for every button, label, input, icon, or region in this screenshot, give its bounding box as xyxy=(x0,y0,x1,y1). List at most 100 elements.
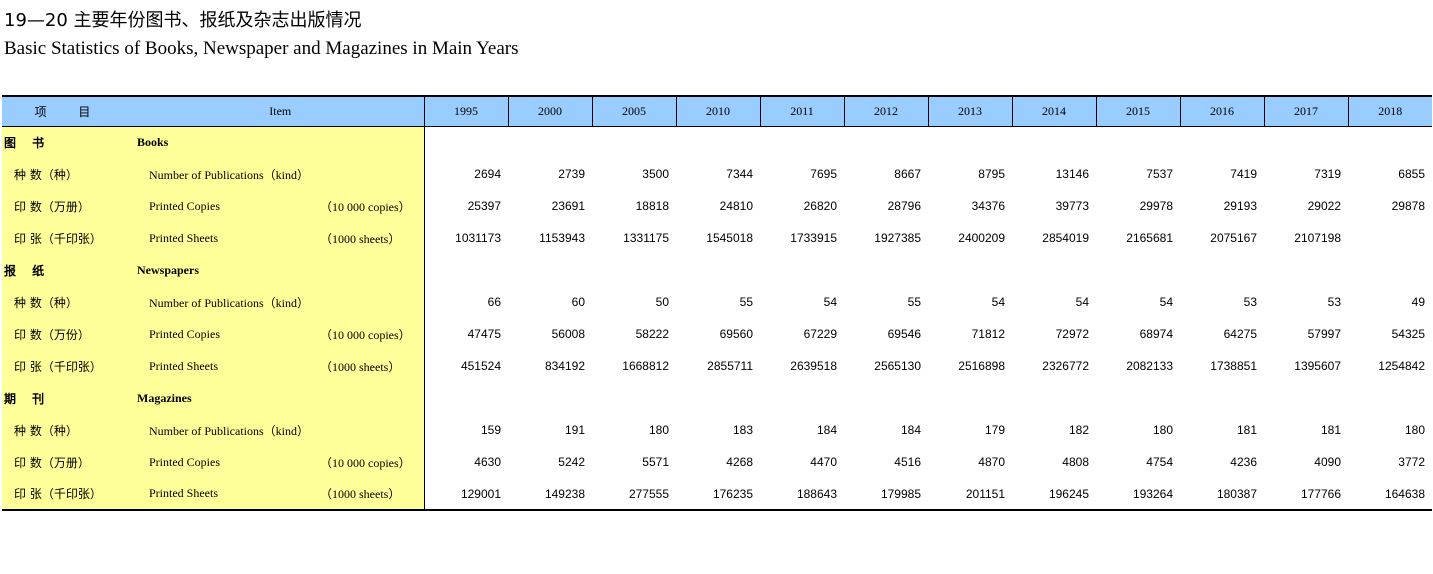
row-unit xyxy=(292,286,425,318)
data-cell: 29193 xyxy=(1223,199,1257,213)
data-cell: 2082133 xyxy=(1126,359,1173,373)
data-cell: 6855 xyxy=(1398,167,1425,181)
data-cell: 180 xyxy=(1152,423,1173,437)
data-cell: 49 xyxy=(1411,295,1425,309)
section-row: 期 刊 Magazines xyxy=(2,382,1432,414)
header-year: 2011 xyxy=(760,95,845,127)
data-cell xyxy=(676,254,760,286)
header-year: 2015 xyxy=(1096,95,1181,127)
data-cell: 1254842 xyxy=(1378,359,1425,373)
data-cell: 26820 xyxy=(803,199,837,213)
data-cell: 1395607 xyxy=(1294,359,1341,373)
data-cell: 179 xyxy=(984,423,1005,437)
data-cell: 29878 xyxy=(1391,199,1425,213)
header-year: 2005 xyxy=(592,95,677,127)
data-cell: 1331175 xyxy=(623,231,669,245)
data-cell: 196245 xyxy=(1012,478,1096,511)
row-label-english: Printed Copies xyxy=(137,190,292,222)
data-cell xyxy=(424,254,508,286)
data-cell: 2165681 xyxy=(1126,231,1173,245)
table-row: 印 数（万册） Printed Copies （10 000 copies） 4630… xyxy=(2,446,1432,478)
row-label-chinese: 印 张（千印张） xyxy=(2,350,137,382)
data-cell xyxy=(592,126,676,158)
data-cell xyxy=(1348,222,1432,254)
header-year: 2013 xyxy=(928,95,1013,127)
data-cell: 201151 xyxy=(928,478,1012,511)
row-unit: （1000 sheets） xyxy=(292,222,425,254)
row-label-chinese: 印 张（千印张） xyxy=(2,222,137,254)
data-cell: 34376 xyxy=(971,199,1005,213)
header-year: 2016 xyxy=(1180,95,1265,127)
data-cell: 29978 xyxy=(1139,199,1173,213)
row-label-english: Number of Publications（kind） xyxy=(137,414,309,446)
data-cell xyxy=(1012,126,1096,158)
data-cell xyxy=(1096,126,1180,158)
data-cell: 129001 xyxy=(424,478,508,511)
data-cell: 184 xyxy=(816,423,837,437)
data-cell: 4268 xyxy=(726,455,753,469)
row-unit: （10 000 copies） xyxy=(292,446,425,478)
data-cell: 7319 xyxy=(1314,167,1341,181)
data-cell xyxy=(1264,126,1348,158)
row-unit: （1000 sheets） xyxy=(292,478,425,511)
data-cell: 71812 xyxy=(971,327,1005,341)
data-cell: 1927385 xyxy=(874,231,921,245)
data-cell: 1153943 xyxy=(539,231,585,245)
data-cell: 55 xyxy=(907,295,921,309)
data-cell: 54 xyxy=(991,295,1005,309)
table-row: 种 数（种） Number of Publications（kind） 66 60 50… xyxy=(2,286,1432,318)
data-cell: 184 xyxy=(900,423,921,437)
data-cell: 179985 xyxy=(844,478,928,511)
row-unit: （1000 sheets） xyxy=(292,350,425,382)
row-label-english: Number of Publications（kind） xyxy=(137,286,309,318)
data-cell: 188643 xyxy=(760,478,844,511)
header-year: 2017 xyxy=(1264,95,1349,127)
row-unit xyxy=(292,414,425,446)
data-cell: 57997 xyxy=(1307,327,1341,341)
data-cell: 39773 xyxy=(1055,199,1089,213)
data-cell: 64275 xyxy=(1223,327,1257,341)
data-cell: 164638 xyxy=(1348,478,1432,511)
data-cell: 69546 xyxy=(887,327,921,341)
data-cell xyxy=(424,126,508,158)
table-row: 印 张（千印张） Printed Sheets （1000 sheets） 10311… xyxy=(2,222,1432,254)
row-label-english: Printed Copies xyxy=(137,446,292,478)
data-cell: 2326772 xyxy=(1042,359,1089,373)
data-cell xyxy=(760,254,844,286)
data-cell xyxy=(508,254,592,286)
table-row: 印 数（万份） Printed Copies （10 000 copies） 4747… xyxy=(2,318,1432,350)
row-label-chinese: 印 张（千印张） xyxy=(2,478,137,511)
data-cell xyxy=(508,382,592,414)
data-cell: 25397 xyxy=(467,199,501,213)
data-cell xyxy=(676,126,760,158)
data-cell: 13146 xyxy=(1055,167,1089,181)
data-cell: 2516898 xyxy=(958,359,1005,373)
row-label-english: Printed Sheets xyxy=(137,222,292,254)
section-title-english: Books xyxy=(137,126,292,158)
table-body: 图 书 Books 种 数（种） Number of Publications（kin… xyxy=(2,126,1432,511)
data-cell: 7419 xyxy=(1230,167,1257,181)
data-cell: 2400209 xyxy=(958,231,1005,245)
data-cell: 58222 xyxy=(635,327,669,341)
data-cell: 181 xyxy=(1236,423,1257,437)
data-cell xyxy=(1348,254,1432,286)
data-cell: 54 xyxy=(823,295,837,309)
row-label-chinese: 印 数（万册） xyxy=(2,190,137,222)
data-cell: 191 xyxy=(564,423,585,437)
table-row: 印 张（千印张） Printed Sheets （1000 sheets） 45152… xyxy=(2,350,1432,382)
header-year: 1995 xyxy=(424,95,509,127)
data-cell: 69560 xyxy=(719,327,753,341)
data-cell: 4630 xyxy=(474,455,501,469)
data-cell: 7344 xyxy=(726,167,753,181)
data-cell xyxy=(424,382,508,414)
section-title-english: Magazines xyxy=(137,382,292,414)
data-cell xyxy=(844,382,928,414)
row-unit xyxy=(292,254,425,286)
data-cell: 7537 xyxy=(1146,167,1173,181)
row-unit xyxy=(292,158,425,190)
data-cell: 54325 xyxy=(1391,327,1425,341)
data-cell xyxy=(1180,254,1264,286)
data-cell: 834192 xyxy=(544,359,585,373)
data-cell: 54 xyxy=(1159,295,1173,309)
data-cell xyxy=(928,382,1012,414)
